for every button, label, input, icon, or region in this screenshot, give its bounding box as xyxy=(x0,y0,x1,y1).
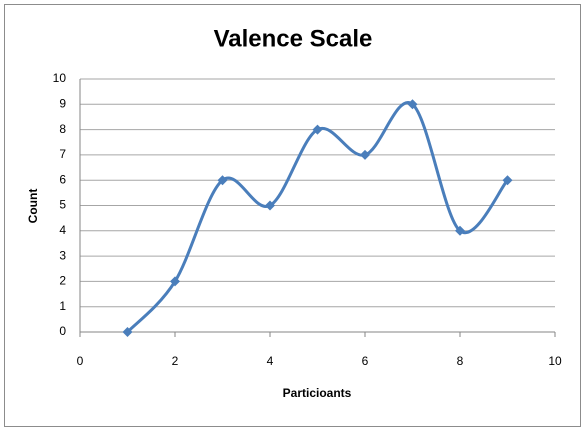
marker xyxy=(265,200,275,211)
x-axis-label: Particioants xyxy=(283,386,352,400)
marker xyxy=(217,175,228,186)
marker xyxy=(360,149,370,160)
x-tick-label: 10 xyxy=(548,354,562,368)
marker xyxy=(170,276,180,287)
chart-title: Valence Scale xyxy=(214,25,373,52)
y-tick-label: 3 xyxy=(59,248,66,262)
y-tick-label: 2 xyxy=(59,274,66,288)
marker xyxy=(122,327,133,337)
marker xyxy=(407,99,418,110)
marker xyxy=(312,124,323,135)
y-tick-label: 0 xyxy=(59,324,66,338)
x-tick-label: 4 xyxy=(267,354,274,368)
y-axis-label: Count xyxy=(26,189,40,224)
x-tick-label: 6 xyxy=(362,354,369,368)
y-tick-label: 10 xyxy=(53,71,67,85)
y-tick-label: 5 xyxy=(59,198,66,212)
y-tick-label: 1 xyxy=(59,299,66,313)
y-tick-label: 4 xyxy=(59,223,66,237)
x-tick-label: 2 xyxy=(172,354,179,368)
x-tick-label: 0 xyxy=(77,354,84,368)
y-tick-label: 9 xyxy=(59,96,66,110)
x-tick-label: 8 xyxy=(457,354,464,368)
y-tick-label: 7 xyxy=(59,147,66,161)
marker xyxy=(502,175,513,186)
chart-border xyxy=(4,4,581,427)
y-tick-label: 6 xyxy=(59,172,66,186)
marker xyxy=(455,225,465,236)
y-tick-label: 8 xyxy=(59,122,66,136)
